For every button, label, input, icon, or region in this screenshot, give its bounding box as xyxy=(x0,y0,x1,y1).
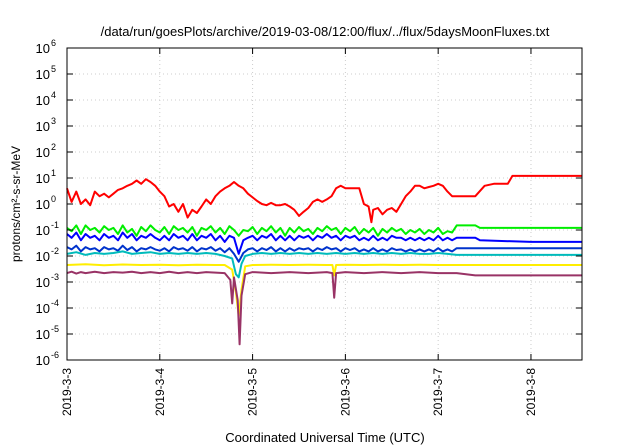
series-line-3 xyxy=(66,231,582,255)
y-tick-exponent: -1 xyxy=(51,220,59,230)
plot-frame xyxy=(66,47,583,361)
x-tick-label: 2019-3-8 xyxy=(524,368,538,416)
series-line-7 xyxy=(66,270,582,346)
series-line-4 xyxy=(66,244,582,263)
y-tick-exponent: -2 xyxy=(51,246,59,256)
y-tick-label: 10 xyxy=(36,353,50,368)
y-tick-label: 10 xyxy=(36,301,50,316)
y-axis-ticks: 10 -610 -510 -410 -310 -210 -110 010 110 210 310 41… xyxy=(36,38,582,368)
y-axis-label: protons/cm²-s-sr-MeV xyxy=(9,146,23,262)
y-tick-label: 10 xyxy=(36,145,50,160)
x-tick-label: 2019-3-4 xyxy=(153,368,167,416)
y-tick-label: 10 xyxy=(36,327,50,342)
y-tick-exponent: -6 xyxy=(51,350,59,360)
y-tick-label: 10 xyxy=(36,197,50,212)
y-tick-exponent: 4 xyxy=(51,90,56,100)
y-tick-exponent: -5 xyxy=(51,324,59,334)
x-tick-label: 2019-3-6 xyxy=(338,368,352,416)
series-lines xyxy=(66,174,582,346)
x-tick-label: 2019-3-7 xyxy=(431,368,445,416)
x-tick-label: 2019-3-5 xyxy=(246,368,260,416)
series-line-5 xyxy=(66,250,582,279)
y-tick-label: 10 xyxy=(36,249,50,264)
x-axis-ticks: 2019-3-3 2019-3-4 2019-3-5 2019-3-6 2019-3-7… xyxy=(60,48,538,416)
y-tick-label: 10 xyxy=(36,119,50,134)
y-tick-exponent: 2 xyxy=(51,142,56,152)
chart-title: /data/run/goesPlots/archive/2019-03-08/1… xyxy=(101,24,550,39)
x-axis-label: Coordinated Universal Time (UTC) xyxy=(225,430,424,445)
y-tick-exponent: 1 xyxy=(51,168,56,178)
y-tick-label: 10 xyxy=(36,41,50,56)
y-tick-exponent: -3 xyxy=(51,272,59,282)
series-line-6 xyxy=(66,263,582,317)
x-tick-label: 2019-3-3 xyxy=(60,368,74,416)
y-tick-label: 10 xyxy=(36,67,50,82)
y-tick-exponent: 5 xyxy=(51,64,56,74)
y-tick-label: 10 xyxy=(36,223,50,238)
y-tick-label: 10 xyxy=(36,275,50,290)
series-line-1 xyxy=(66,174,582,224)
y-tick-exponent: -4 xyxy=(51,298,59,308)
y-tick-label: 10 xyxy=(36,171,50,186)
y-tick-label: 10 xyxy=(36,93,50,108)
y-tick-exponent: 6 xyxy=(51,38,56,48)
grid-lines xyxy=(67,48,582,360)
y-tick-exponent: 3 xyxy=(51,116,56,126)
y-tick-exponent: 0 xyxy=(51,194,56,204)
series-line-2 xyxy=(66,224,582,237)
